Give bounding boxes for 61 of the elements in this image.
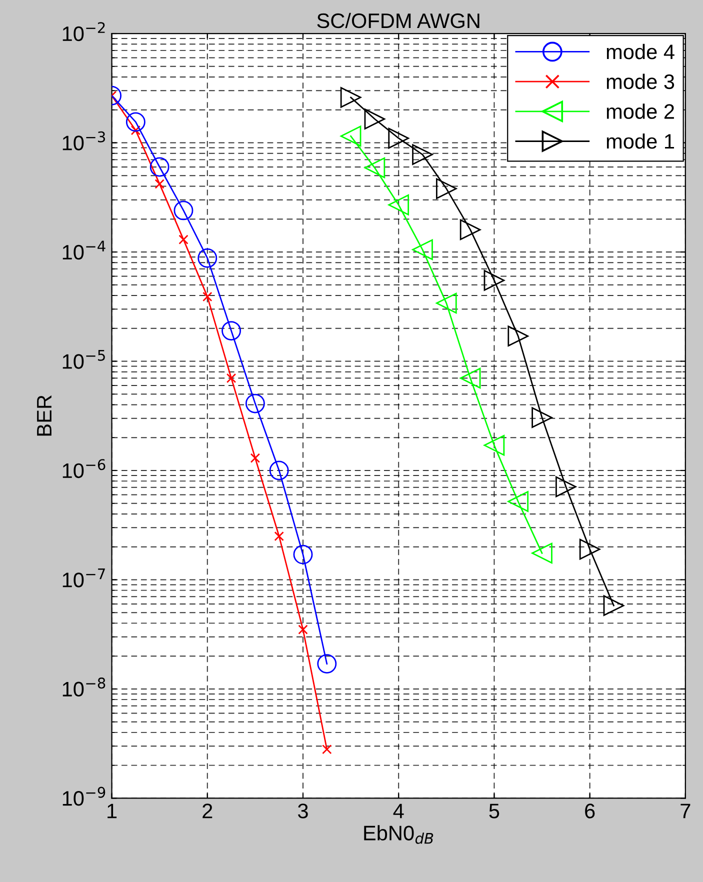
point xyxy=(178,234,188,244)
y-tick-label: 10$^{−3}$ xyxy=(62,131,105,150)
point xyxy=(293,544,313,564)
point xyxy=(556,476,576,498)
point xyxy=(532,407,552,428)
y-tick-label: 10$^{−8}$ xyxy=(62,678,106,697)
legend-label: mode 2 xyxy=(606,104,674,119)
point xyxy=(250,453,260,463)
chart-title: SC/OFDM AWGN xyxy=(317,12,480,28)
x-axis-title: EbN0$_{dB}$ xyxy=(364,825,434,844)
x-tick-label: 1 xyxy=(108,804,117,818)
point xyxy=(154,179,164,189)
point xyxy=(364,157,386,178)
point xyxy=(298,624,308,634)
point xyxy=(245,394,265,414)
point xyxy=(460,219,481,240)
point xyxy=(484,270,505,291)
y-axis-title: BER xyxy=(37,395,52,436)
point xyxy=(340,126,362,147)
point xyxy=(317,654,337,674)
point xyxy=(274,531,284,542)
point xyxy=(174,200,194,220)
point xyxy=(579,538,600,560)
point xyxy=(150,157,170,177)
point xyxy=(532,542,552,564)
x-tick-label: 2 xyxy=(202,804,212,818)
y-tick-label: 10$^{−5}$ xyxy=(62,350,105,369)
point xyxy=(412,144,433,165)
x-tick-label: 3 xyxy=(298,804,308,818)
point xyxy=(322,744,332,754)
point xyxy=(222,321,242,341)
x-tick-label: 4 xyxy=(393,804,404,818)
point xyxy=(460,368,481,389)
point xyxy=(226,373,236,384)
point xyxy=(603,595,624,616)
point xyxy=(388,128,410,149)
y-tick-label: 10$^{−6}$ xyxy=(62,459,106,478)
legend-label: mode 1 xyxy=(606,133,674,149)
legend-label: mode 4 xyxy=(606,44,674,60)
point xyxy=(269,460,289,480)
point xyxy=(508,491,529,512)
point xyxy=(126,112,146,132)
point xyxy=(340,87,362,108)
point xyxy=(436,178,457,200)
point xyxy=(202,292,212,302)
x-tick-label: 6 xyxy=(585,804,595,818)
point xyxy=(436,292,457,314)
x-tick-label: 7 xyxy=(680,804,690,818)
y-tick-label: 10$^{−9}$ xyxy=(62,786,106,806)
y-tick-label: 10$^{−4}$ xyxy=(62,240,106,260)
point xyxy=(364,108,386,130)
point xyxy=(388,194,410,216)
point xyxy=(484,434,505,456)
point xyxy=(130,125,141,136)
point xyxy=(412,239,433,260)
point xyxy=(198,248,218,268)
x-tick-label: 5 xyxy=(489,804,500,818)
y-tick-label: 10$^{−7}$ xyxy=(62,568,105,588)
point xyxy=(508,326,529,346)
y-tick-label: 10$^{−2}$ xyxy=(62,22,105,42)
legend-label: mode 3 xyxy=(606,74,674,90)
